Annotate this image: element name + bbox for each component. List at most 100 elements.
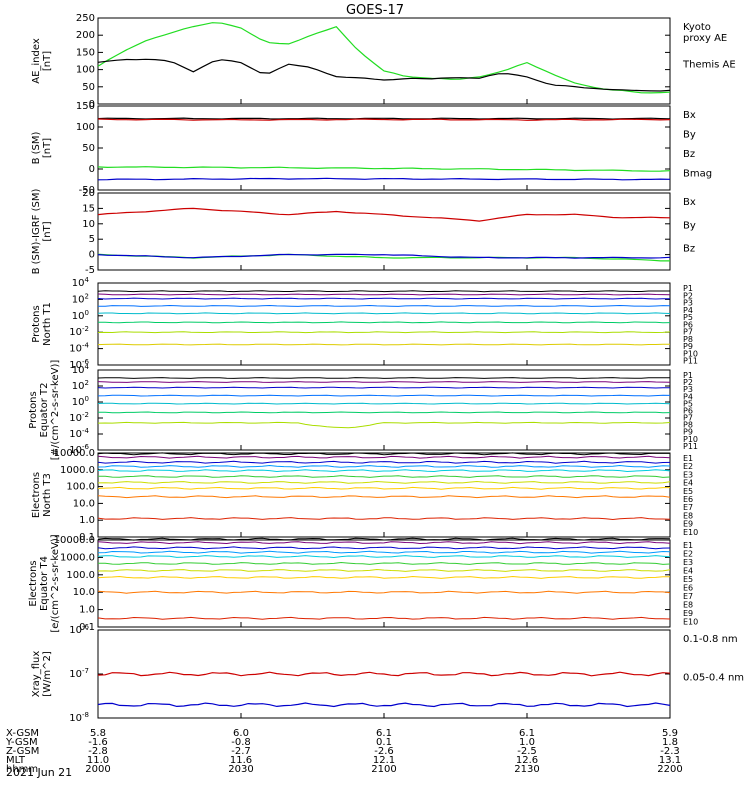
- legend-item: P6: [683, 320, 693, 329]
- series-line-0: [97, 671, 671, 677]
- y-tick-label: 150: [76, 47, 95, 58]
- y-axis-label: AE_index[nT]: [31, 38, 53, 84]
- x-row-value: 6.1: [519, 728, 535, 739]
- y-axis-label: ElectronsNorth T3: [31, 472, 53, 518]
- y-tick-label: 10-4: [69, 427, 89, 440]
- y-tick-label: 10-4: [69, 342, 89, 355]
- panel-frame: [97, 539, 671, 628]
- legend-item: E5: [683, 487, 693, 496]
- legend-item: By: [683, 130, 696, 141]
- x-row-value: 5.9: [662, 728, 678, 739]
- y-tick-label: 10-2: [69, 411, 89, 424]
- legend-item: P1: [683, 284, 693, 293]
- x-axis-table: X-GSM 5.8 6.0 6.1 6.1 5.9 Y-GSM -1.6 -0.8 0.1 1.0 1…: [5, 99, 683, 775]
- legend-item: P9: [683, 428, 693, 437]
- legend-item: P4: [683, 392, 693, 401]
- series-line-3: [97, 460, 671, 464]
- y-tick-label: 10.0: [73, 587, 95, 598]
- series-line-9: [97, 495, 671, 499]
- legend-item: P8: [683, 335, 693, 344]
- y-tick-label: 1000.0: [60, 465, 95, 476]
- x-row-value: -2.8: [88, 746, 108, 757]
- y-tick-label: 1.0: [79, 605, 95, 616]
- series-line-8: [97, 486, 670, 490]
- legend-item: E3: [683, 470, 693, 479]
- series-line-6: [97, 475, 671, 478]
- x-row-value: -2.6: [374, 746, 394, 757]
- y-tick-label: 5: [89, 234, 95, 245]
- panel-1: 250 200 150 100 50 0 AE_index[nT] Kyoto proxy AE…: [31, 13, 736, 110]
- legend-item: Themis AE: [682, 59, 736, 70]
- panel-7: 10000.0 1000.0 100.0 10.0 1.0 0.1 ElectronsEqu…: [28, 534, 698, 633]
- legend-item: Bx: [683, 197, 696, 208]
- legend-item: E4: [683, 479, 693, 488]
- y-axis-label: Xray_flux[W/m^2]: [31, 651, 53, 698]
- x-row-label: hhmm: [6, 764, 38, 775]
- series-line-themis-ae: [97, 58, 671, 92]
- series-line-3: [97, 297, 670, 300]
- legend-item: E6: [683, 495, 693, 504]
- series-line-6: [98, 321, 671, 324]
- x-row-value: 5.8: [90, 728, 106, 739]
- legend-item: E9: [683, 609, 693, 618]
- legend-item: Kyoto proxy AE: [683, 22, 727, 44]
- y-tick-label: 100: [72, 395, 89, 408]
- x-row-value: -0.8: [231, 737, 251, 748]
- legend-item: P1: [683, 371, 693, 380]
- y-tick-label: 15: [82, 203, 95, 214]
- series-line-1: [97, 452, 670, 456]
- legend-item: E8: [683, 511, 693, 520]
- legend-item: P11: [683, 357, 698, 366]
- legend-item: P9: [683, 342, 693, 351]
- x-row-value: 12.6: [516, 755, 538, 766]
- legend: Bx By Bz Bmag: [683, 110, 712, 180]
- x-row-value: -1.6: [88, 737, 108, 748]
- series-line-by: [97, 166, 671, 172]
- x-row-value: -2.5: [517, 746, 537, 757]
- series-line-6: [98, 561, 671, 565]
- legend-item: Bz: [683, 149, 695, 160]
- y-tick-label: 1000.0: [60, 552, 95, 563]
- y-tick-label: 100: [76, 65, 95, 76]
- series-line-7: [97, 480, 671, 484]
- legend-item: P4: [683, 306, 693, 315]
- series-line-10: [97, 517, 671, 521]
- series-line-3: [97, 386, 670, 389]
- x-row-label: X-GSM: [6, 728, 39, 739]
- series-line-4: [98, 304, 671, 307]
- legend-item: E8: [683, 601, 693, 610]
- y-tick-label: 20: [82, 188, 95, 199]
- x-row-value: 2130: [514, 764, 539, 775]
- legend-item: E4: [683, 567, 693, 576]
- y-tick-label: 10-7: [69, 667, 89, 680]
- series-line-1: [97, 702, 671, 708]
- legend-item: Bz: [683, 244, 695, 255]
- y-axis-label: B (SM)-IGRF (SM)[nT]: [31, 189, 53, 275]
- legend-item: E1: [683, 541, 693, 550]
- y-tick-label: 0.1: [79, 622, 95, 633]
- legend-item: P11: [683, 442, 698, 451]
- legend-item: E3: [683, 558, 693, 567]
- legend-item: E1: [683, 454, 693, 463]
- y-tick-label: 0: [89, 164, 95, 175]
- y-axis-label: ProtonsEquator T2[#/(cm^2-s-sr-keV)]: [28, 360, 61, 461]
- y-tick-label: 10-8: [69, 711, 89, 724]
- y-tick-label: 100.0: [66, 570, 95, 581]
- y-tick-label: 100.0: [66, 482, 95, 493]
- x-row-value: 11.0: [87, 755, 109, 766]
- legend-item: P7: [683, 328, 693, 337]
- y-tick-label: 200: [76, 30, 95, 41]
- legend-item: Bx: [683, 110, 696, 121]
- y-tick-label: 10000.0: [54, 535, 95, 546]
- series-line-2: [97, 381, 671, 383]
- x-row-value: -2.3: [660, 746, 680, 757]
- legend-item: P2: [683, 291, 693, 300]
- series-line-2: [97, 541, 671, 545]
- legend-item: 0.1-0.8 nm: [683, 634, 738, 645]
- legend-item: 0.05-0.4 nm: [683, 672, 744, 683]
- legend-item: E7: [683, 592, 693, 601]
- legend-item: E10: [683, 618, 698, 627]
- legend-item: Bmag: [683, 169, 712, 180]
